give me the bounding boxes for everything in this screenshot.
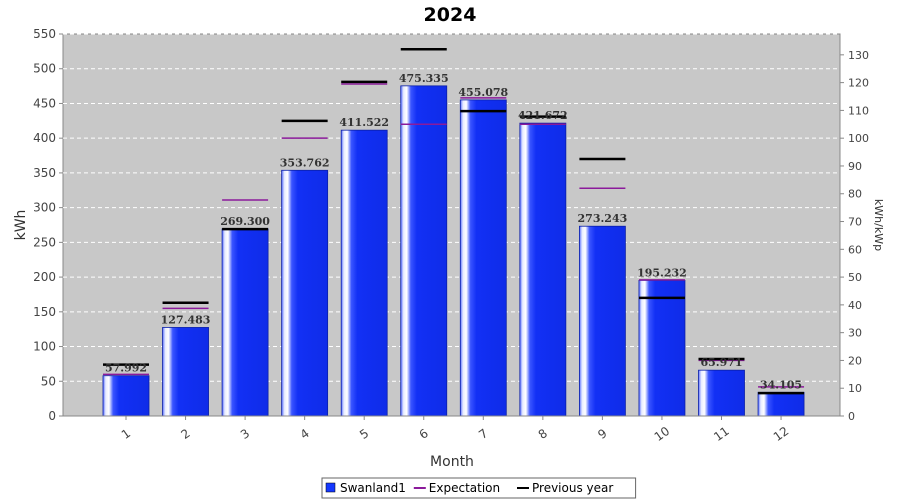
y2-tick-label: 10	[848, 382, 862, 395]
y-tick-label: 250	[33, 235, 56, 249]
y-axis-title: kWh	[13, 210, 29, 241]
legend: Swanland1 Expectation Previous year	[321, 477, 637, 499]
x-tick-label: 7	[476, 426, 490, 442]
bar	[698, 369, 745, 417]
bar	[579, 225, 626, 417]
data-label: 475.335	[399, 72, 449, 85]
x-tick-label: 12	[771, 424, 792, 444]
bar	[519, 122, 567, 417]
bar	[162, 327, 209, 417]
data-label: 34.105	[760, 378, 802, 391]
y-tick-label: 200	[33, 270, 56, 284]
x-tick-label: 4	[298, 426, 312, 442]
legend-label: Previous year	[532, 481, 613, 495]
y-tick-label: 150	[33, 305, 56, 319]
y2-tick-label: 110	[848, 104, 869, 117]
data-label: 411.522	[339, 116, 389, 129]
y2-axis-title: kWh/kWp	[872, 199, 885, 251]
y2-tick-label: 130	[848, 49, 869, 62]
x-tick-label: 2	[178, 426, 192, 442]
bar	[340, 129, 388, 417]
legend-label: Swanland1	[340, 481, 406, 495]
x-tick-label: 6	[417, 426, 431, 442]
y2-tick-label: 70	[848, 216, 862, 229]
y-tick-label: 100	[33, 340, 56, 354]
y2-tick-label: 80	[848, 188, 862, 201]
x-tick-label: 8	[536, 426, 550, 442]
data-label: 353.762	[280, 156, 330, 169]
x-tick-label: 11	[711, 424, 732, 444]
bar	[400, 85, 448, 417]
y-tick-label: 0	[48, 409, 56, 423]
y2-tick-label: 0	[848, 410, 855, 423]
y-tick-label: 350	[33, 166, 56, 180]
chart-title: 2024	[424, 4, 477, 26]
legend-box	[321, 477, 637, 499]
x-tick-label: 10	[652, 424, 673, 444]
y-tick-label: 300	[33, 201, 56, 215]
bar	[281, 169, 329, 417]
data-label: 195.232	[637, 266, 687, 279]
y2-tick-label: 50	[848, 271, 862, 284]
x-tick-label: 3	[238, 426, 252, 442]
legend-label: Expectation	[429, 481, 500, 495]
x-tick-label: 1	[119, 426, 133, 442]
data-label: 269.300	[220, 215, 270, 228]
bar	[221, 228, 269, 417]
data-label: 127.483	[161, 313, 211, 326]
y-tick-label: 400	[33, 131, 56, 145]
bar	[459, 99, 507, 417]
bar	[638, 280, 686, 417]
y-tick-label: 450	[33, 96, 56, 110]
y2-tick-label: 30	[848, 327, 862, 340]
data-label: 455.078	[458, 86, 508, 99]
bar	[102, 375, 150, 417]
data-label: 65.971	[700, 356, 742, 369]
bar	[757, 391, 805, 417]
y2-tick-label: 120	[848, 77, 869, 90]
y-tick-label: 50	[41, 374, 56, 388]
x-tick-label: 5	[357, 426, 371, 442]
y2-tick-label: 40	[848, 299, 862, 312]
y2-tick-label: 60	[848, 243, 862, 256]
x-tick-label: 9	[595, 426, 609, 442]
y-tick-label: 550	[33, 27, 56, 41]
y2-tick-label: 20	[848, 354, 862, 367]
legend-swatch-square-icon	[325, 482, 336, 493]
y2-tick-label: 100	[848, 132, 869, 145]
data-label: 421.672	[518, 109, 568, 122]
data-label: 57.992	[105, 362, 147, 375]
x-axis-title: Month	[430, 454, 474, 470]
y2-tick-label: 90	[848, 160, 862, 173]
y-tick-label: 500	[33, 62, 56, 76]
data-label: 273.243	[578, 212, 628, 225]
